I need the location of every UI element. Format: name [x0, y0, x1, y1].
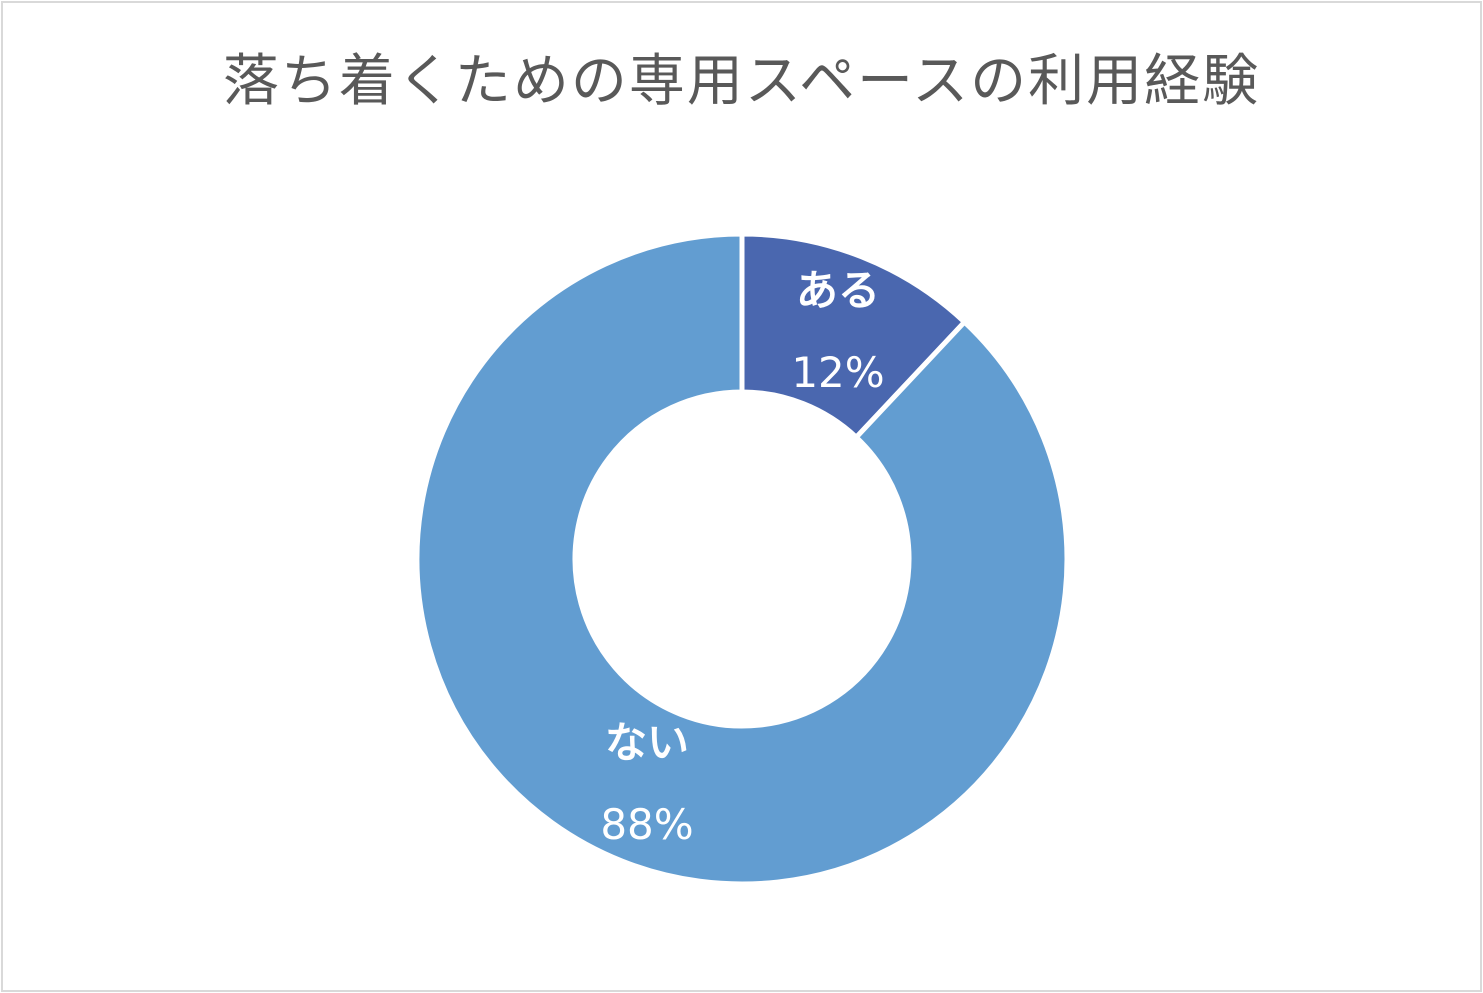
donut-slice-0 — [739, 231, 969, 441]
slice-category-nai: ない — [604, 718, 689, 767]
donut-slice-1 — [414, 231, 1070, 887]
chart-title: 落ち着くための専用スペースの利用経験 — [222, 49, 1261, 114]
slice-category-aru: ある — [795, 266, 880, 315]
slice-percent-aru: 12% — [791, 348, 885, 397]
slice-label-nai: ない 88% — [592, 718, 702, 850]
slice-percent-nai: 88% — [600, 800, 694, 849]
slice-label-aru: ある 12% — [784, 266, 892, 398]
